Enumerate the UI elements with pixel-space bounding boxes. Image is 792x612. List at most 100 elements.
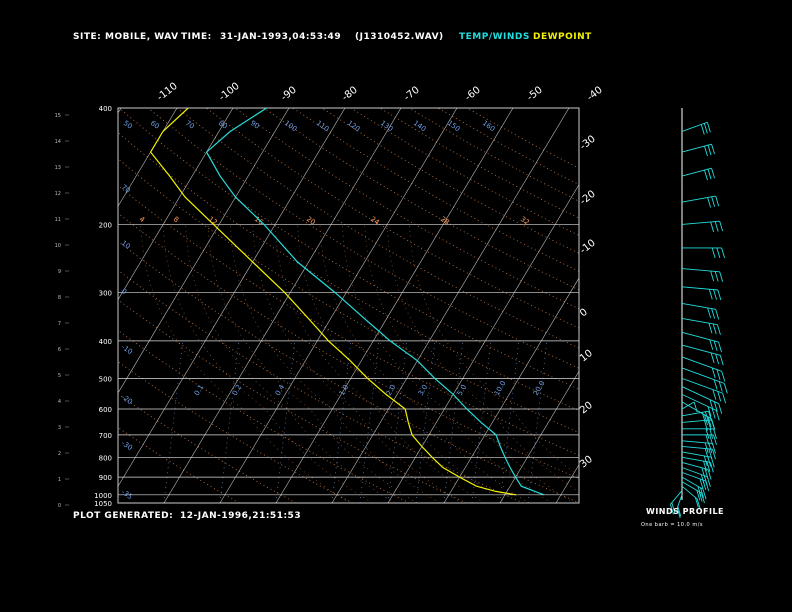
- wind-barb-flag: [701, 467, 706, 478]
- isotherm-line: [118, 108, 346, 487]
- wind-barb-flag: [708, 289, 713, 300]
- dewpoint-trace: [149, 108, 517, 496]
- wind-barb-flag: [719, 355, 724, 366]
- left-adiabat-label: 70: [120, 183, 132, 195]
- isotherm-top-label: -70: [402, 85, 422, 104]
- height-tick-label: 4: [58, 399, 61, 405]
- mixing-ratio-line: [219, 340, 240, 503]
- wind-barb-flag: [709, 339, 714, 350]
- isotherm-top-label: -80: [340, 85, 360, 104]
- pressure-tick-label: 400: [99, 338, 112, 346]
- height-tick-label: 2: [58, 451, 61, 457]
- isotherm-line: [443, 277, 579, 503]
- isotherms: [118, 108, 579, 503]
- moist-adiabat: [185, 224, 396, 503]
- mixing-ratio-label: 5.0: [456, 383, 468, 397]
- wind-barb-flag: [709, 434, 714, 446]
- isotherm-right-label: -20: [578, 189, 598, 208]
- legend-temp-winds: TEMP/WINDS: [459, 32, 530, 42]
- isotherm-top-label: -50: [525, 85, 545, 104]
- site-label: SITE:: [73, 32, 102, 42]
- dry-adiabat-label: 110: [315, 119, 331, 133]
- wind-barb-flag: [700, 124, 705, 135]
- dry-adiabat: [118, 269, 524, 503]
- isotherm-top-label: -60: [463, 85, 483, 104]
- mixing-ratio-line: [163, 340, 184, 503]
- dry-adiabat-label: 60: [149, 119, 161, 131]
- isotherm-top-label: -40: [585, 85, 605, 104]
- wind-barb-flag: [707, 469, 712, 480]
- axis-labels: 4002003004005006007008009001000105015141…: [55, 81, 605, 509]
- isotherm-right-label: 10: [578, 348, 595, 365]
- wind-barb-shaft: [681, 440, 713, 444]
- height-tick-label: 14: [55, 139, 61, 145]
- wind-barb-flag: [701, 492, 705, 504]
- wind-barb-flag: [704, 468, 709, 479]
- wind-barb-flag: [717, 324, 721, 335]
- dry-adiabat: [408, 108, 579, 202]
- temperature-trace: [205, 108, 545, 496]
- dry-adiabat: [118, 158, 579, 434]
- mixing-ratio-line: [415, 340, 436, 503]
- wind-barb-flag: [696, 490, 701, 501]
- wind-barb-flag: [715, 353, 720, 365]
- dry-adiabat-label: 90: [249, 119, 261, 131]
- wind-barb-flag: [676, 507, 681, 519]
- pressure-tick-label: 500: [99, 375, 112, 383]
- dry-adiabat: [118, 240, 579, 503]
- dry-adiabat: [118, 131, 579, 412]
- isotherm-right-label: 0: [578, 307, 590, 320]
- isotherm-line: [331, 108, 570, 503]
- wind-barb-shaft: [681, 471, 706, 482]
- wind-barb-flag: [714, 271, 719, 282]
- wind-barb-shaft: [681, 462, 709, 470]
- isotherm-line: [387, 184, 579, 503]
- left-adiabat-label: 0: [120, 287, 128, 296]
- time-label: TIME:: [181, 32, 212, 42]
- dry-adiabat: [118, 329, 410, 503]
- dry-adiabat: [176, 108, 579, 349]
- wind-barb-flag: [703, 460, 707, 472]
- wind-barb-shaft: [681, 419, 712, 423]
- wind-barb-shaft: [681, 367, 725, 384]
- wind-barb-shaft: [681, 386, 719, 405]
- wind-barb-flag: [677, 506, 682, 517]
- dry-adiabat: [379, 108, 579, 219]
- dry-adiabat-label: 160: [481, 119, 497, 133]
- dry-adiabat: [437, 108, 579, 185]
- wind-barb-shaft: [681, 344, 721, 356]
- wind-barb-shaft: [681, 485, 698, 500]
- wind-barb-flag: [709, 462, 714, 473]
- wind-barb-flag: [717, 289, 722, 301]
- wind-barb-flag: [711, 196, 716, 207]
- moist-adiabat: [274, 224, 485, 503]
- wind-barb-shaft: [681, 195, 716, 203]
- wind-barb-shaft: [681, 302, 716, 310]
- wind-barb-flag: [721, 371, 726, 382]
- wind-barb-flag: [721, 247, 726, 259]
- wind-barb-shaft: [681, 467, 708, 478]
- wind-barb-shaft: [681, 286, 718, 291]
- wind-barb-flag: [699, 478, 704, 490]
- wind-barb-flag: [712, 449, 716, 460]
- wind-barb-flag: [709, 399, 714, 410]
- moist-adiabat-label: 4: [138, 215, 147, 224]
- wind-barb-flag: [719, 271, 724, 282]
- left-adiabat-label: -20: [120, 393, 134, 406]
- wind-barb-flag: [718, 403, 723, 414]
- moist-adiabat-label: 24: [369, 215, 381, 227]
- legend-dewpoint: DEWPOINT: [533, 32, 592, 42]
- wind-barb-flag: [712, 389, 717, 400]
- pressure-tick-label: 700: [99, 432, 112, 440]
- dry-adiabat-label: 130: [379, 119, 395, 133]
- isotherm-top-label: -100: [217, 81, 242, 104]
- wind-barb-shaft: [681, 393, 717, 411]
- wind-barb-shaft: [670, 490, 683, 505]
- mixing-ratio-line: [275, 340, 296, 503]
- moist-adiabat-label: 12: [207, 215, 219, 227]
- mixing-ratio-label: 1.0: [338, 383, 350, 397]
- wind-barb-flag: [708, 411, 713, 422]
- moist-adiabat: [140, 224, 351, 503]
- moist-adiabat: [229, 224, 440, 503]
